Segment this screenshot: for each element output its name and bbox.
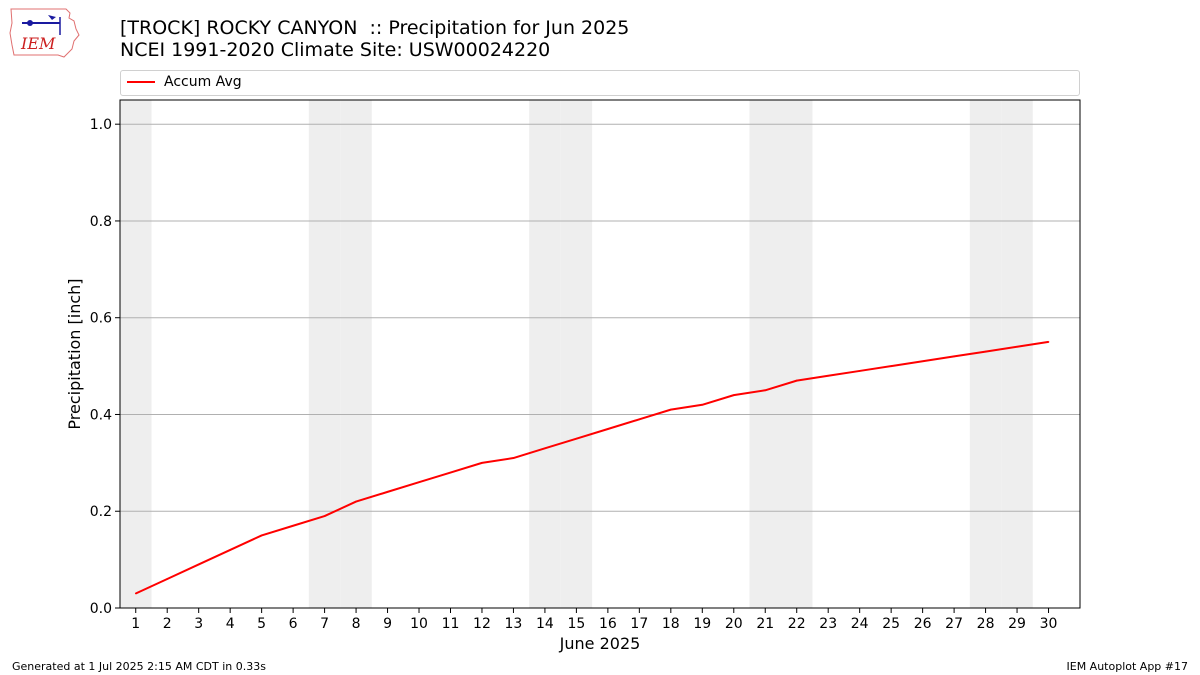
data-point (260, 534, 263, 537)
weekend-bands (120, 100, 1033, 608)
data-point (481, 462, 483, 464)
data-point (638, 418, 641, 421)
weekend-band (560, 100, 593, 608)
x-tick-label: 11 (442, 616, 460, 632)
data-point (764, 389, 767, 392)
chart-subtitle: NCEI 1991-2020 Climate Site: USW00024220 (120, 39, 551, 61)
x-axis: 1 2 3 4 5 6 7 8 9 10 11 12 13 14 15 16 17 18 19 20 21 22 23 24 2… (131, 608, 1057, 632)
x-tick-label: 13 (505, 616, 523, 632)
data-point (701, 404, 704, 406)
x-tick-label: 6 (289, 616, 298, 632)
x-tick-label: 15 (567, 616, 585, 632)
legend-swatch-accum-avg (127, 81, 155, 83)
data-point (134, 592, 137, 595)
data-point (197, 563, 200, 566)
data-point (890, 365, 892, 367)
footer-app-label: IEM Autoplot App #17 (1066, 660, 1189, 673)
x-tick-label: 20 (725, 616, 743, 632)
weekend-band (1001, 100, 1033, 608)
data-point (418, 481, 420, 484)
legend-label-accum-avg: Accum Avg (164, 74, 242, 90)
x-tick-label: 1 (131, 616, 140, 632)
data-point (575, 437, 578, 440)
x-tick-label: 12 (473, 616, 491, 632)
iowa-outline-shape (9, 8, 80, 58)
weekend-band (308, 100, 341, 608)
y-tick-label: 1.0 (90, 117, 112, 133)
data-point (292, 524, 294, 527)
x-tick-label: 19 (693, 616, 711, 632)
data-point (921, 360, 924, 363)
x-tick-label: 26 (914, 616, 932, 632)
chart-title: [TROCK] ROCKY CANYON :: Precipitation fo… (120, 17, 630, 39)
x-tick-label: 9 (383, 616, 392, 632)
y-tick-label: 0.0 (90, 601, 112, 617)
data-point (827, 374, 829, 377)
data-point (670, 408, 672, 411)
data-point (953, 355, 955, 358)
gridlines (120, 123, 1080, 512)
data-point (795, 379, 798, 382)
x-tick-label: 24 (851, 616, 869, 632)
x-tick-label: 2 (163, 616, 172, 632)
iem-logo: IEM (9, 8, 80, 58)
y-axis: 0.0 0.2 0.4 0.6 0.8 1.0 (90, 117, 120, 617)
y-tick-label: 0.8 (90, 214, 112, 230)
weekend-band (749, 100, 781, 608)
x-tick-label: 8 (352, 616, 361, 632)
x-tick-label: 30 (1040, 616, 1058, 632)
x-tick-label: 25 (882, 616, 900, 632)
y-axis-label: Precipitation [inch] (65, 278, 84, 429)
x-tick-label: 28 (977, 616, 995, 632)
x-tick-label: 14 (536, 616, 554, 632)
data-point (355, 500, 357, 503)
x-tick-label: 4 (226, 616, 235, 632)
x-tick-label: 3 (194, 616, 203, 632)
data-point (1047, 341, 1050, 343)
x-tick-label: 29 (1008, 616, 1026, 632)
x-axis-label: June 2025 (559, 634, 641, 653)
weekend-band (529, 100, 561, 608)
x-tick-label: 18 (662, 616, 680, 632)
x-tick-label: 17 (630, 616, 648, 632)
data-point (449, 471, 452, 474)
data-point (229, 549, 231, 551)
plot-frame (119, 99, 1081, 609)
svg-text:IEM: IEM (20, 34, 56, 53)
data-point (544, 447, 546, 450)
series-layer (134, 340, 1050, 595)
data-point (1016, 345, 1018, 348)
x-tick-label: 5 (257, 616, 266, 632)
data-point (166, 578, 169, 580)
data-point (984, 350, 987, 353)
y-tick-label: 0.2 (90, 504, 112, 520)
weekend-band (780, 100, 813, 608)
x-tick-label: 23 (819, 616, 837, 632)
y-tick-label: 0.4 (90, 407, 112, 423)
data-point (732, 394, 735, 396)
weekend-band (120, 100, 152, 608)
legend: Accum Avg (120, 70, 1080, 96)
series-line-accum-avg (135, 340, 1049, 595)
data-point (386, 491, 389, 493)
y-tick-label: 0.6 (90, 311, 112, 327)
x-tick-label: 21 (756, 616, 774, 632)
x-tick-label: 22 (788, 616, 806, 632)
x-tick-label: 7 (320, 616, 329, 632)
x-tick-label: 27 (945, 616, 963, 632)
data-point (607, 428, 609, 430)
weekend-band (340, 100, 372, 608)
data-point (323, 515, 326, 517)
data-point (512, 457, 515, 459)
data-point (858, 370, 861, 372)
x-tick-label: 10 (410, 616, 428, 632)
x-tick-label: 16 (599, 616, 617, 632)
footer-generated-text: Generated at 1 Jul 2025 2:15 AM CDT in 0… (12, 660, 266, 673)
